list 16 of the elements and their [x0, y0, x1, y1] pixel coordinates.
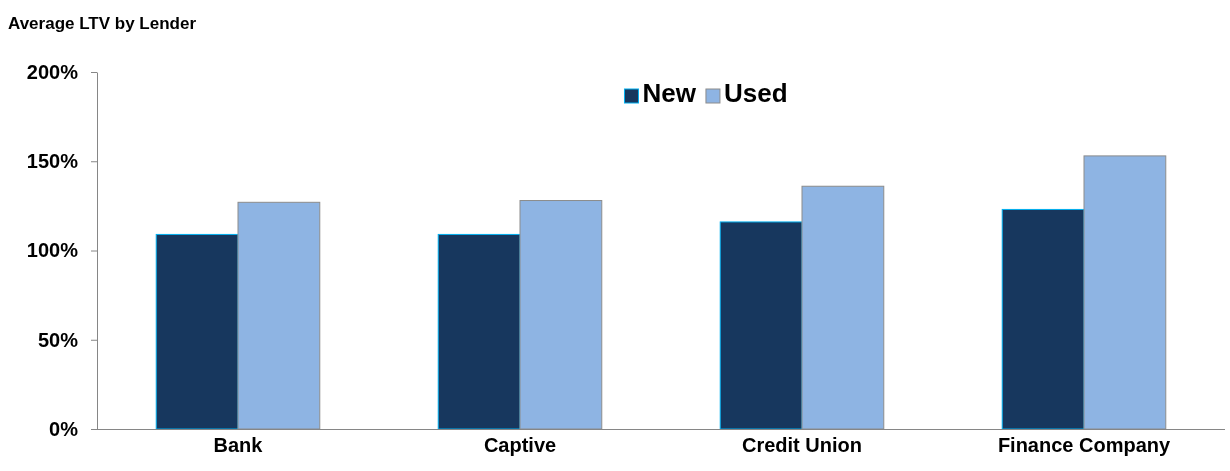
y-tick-label: 200%: [26, 60, 79, 83]
legend-label: Used: [723, 78, 788, 108]
x-tick-label: Bank: [213, 434, 264, 456]
legend-label: New: [642, 78, 697, 108]
y-tick-label: 50%: [37, 328, 79, 351]
y-tick-label: 150%: [26, 150, 79, 173]
x-tick-label: Captive: [483, 434, 557, 456]
chart-title: Average LTV by Lender: [8, 14, 197, 33]
bar: [437, 233, 521, 430]
y-tick-label: 100%: [26, 239, 79, 262]
x-tick-label: Finance Company: [997, 434, 1171, 456]
y-tick-label: 0%: [49, 417, 79, 440]
x-tick-label: Credit Union: [742, 434, 862, 456]
bar: [1001, 208, 1085, 430]
bar: [155, 233, 239, 430]
bar: [719, 221, 803, 430]
